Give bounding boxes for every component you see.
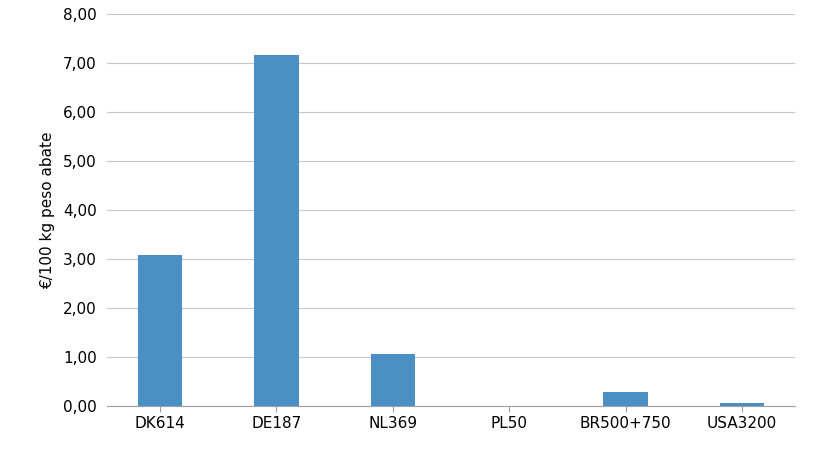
Bar [719, 403, 763, 406]
Bar [254, 55, 298, 406]
Bar [138, 255, 182, 406]
Bar [370, 354, 414, 406]
Bar [603, 392, 647, 406]
Y-axis label: €/100 kg peso abate: €/100 kg peso abate [39, 131, 55, 289]
